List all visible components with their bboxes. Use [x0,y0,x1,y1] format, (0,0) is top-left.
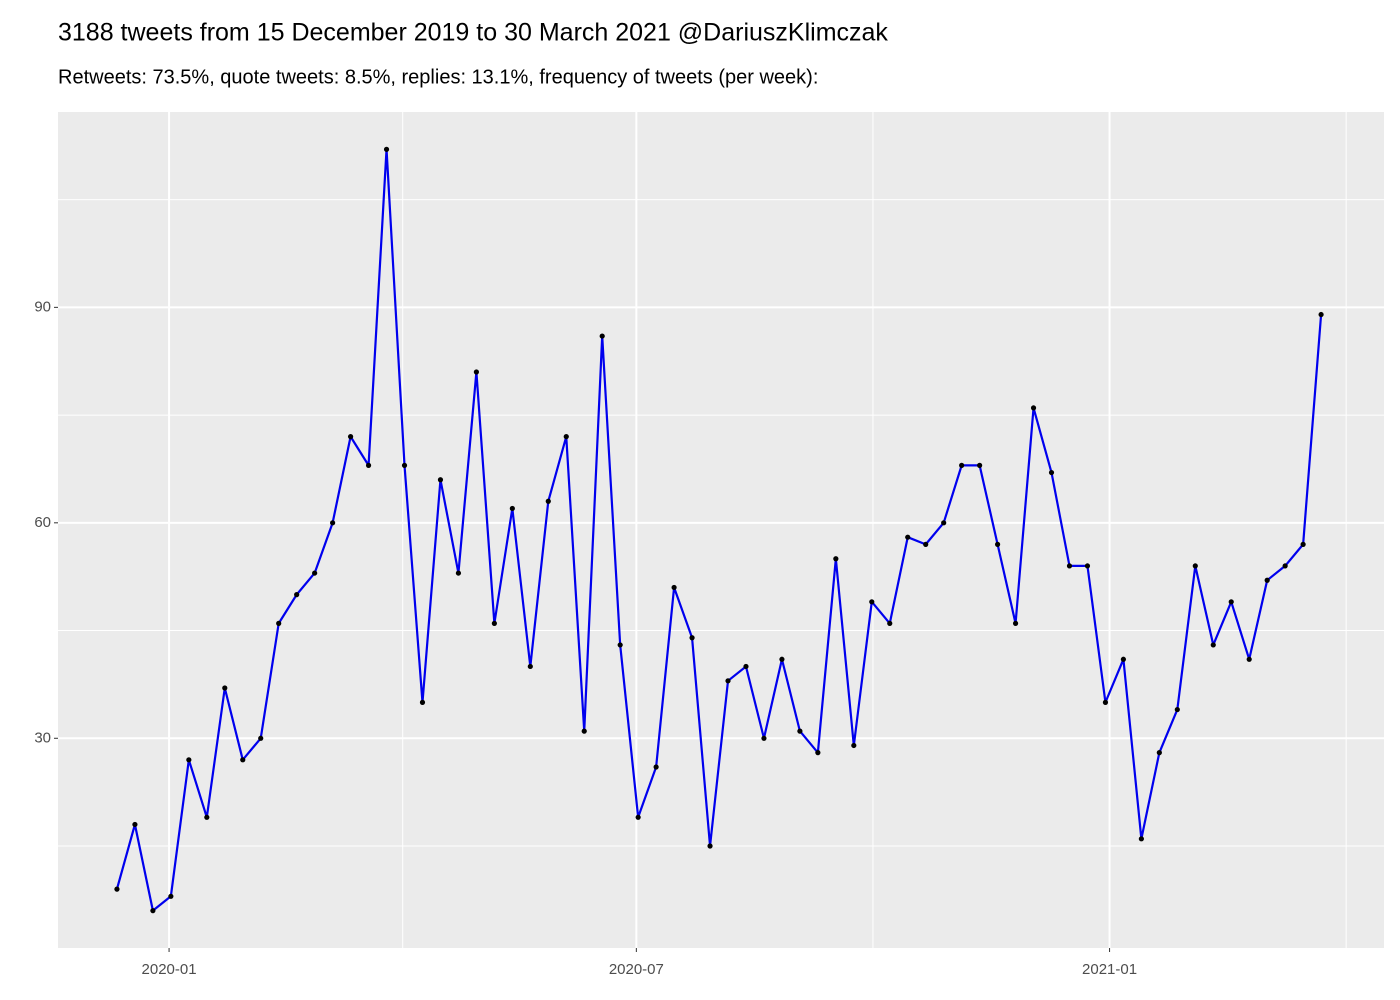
point [671,584,677,591]
point [1264,577,1270,583]
point [959,462,965,468]
point [617,642,623,648]
x-tick-label: 2020-07 [609,961,664,978]
point [1138,836,1144,842]
point [599,333,605,339]
chart-subtitle: Retweets: 73.5%, quote tweets: 8.5%, rep… [58,66,818,88]
point [437,477,444,483]
point [994,541,1001,547]
point [1030,405,1037,411]
point [707,843,713,849]
point [347,434,354,440]
plot-panel [58,112,1384,948]
point [1012,620,1019,626]
point [150,908,156,914]
point [276,620,282,626]
point [204,814,210,820]
x-tick-label: 2021-01 [1082,961,1137,978]
point [869,599,875,605]
point [815,750,821,756]
point [887,620,893,626]
point [905,534,911,540]
point [222,685,228,691]
point [743,663,749,670]
point [168,893,174,899]
point [779,656,785,662]
point [294,592,300,598]
y-tick-label: 90 [34,298,51,315]
point [1192,563,1198,569]
point [401,462,408,468]
point [941,520,947,526]
x-tick-label: 2020-01 [142,961,197,978]
point [1174,706,1180,713]
point [527,663,533,670]
point [1300,541,1306,547]
point [1246,656,1252,662]
point [923,541,929,547]
point [491,620,497,626]
line [115,148,1323,912]
point [1048,469,1055,476]
point [1156,750,1162,756]
point [509,505,515,512]
point [1102,699,1109,705]
point [581,728,587,734]
point [545,498,551,504]
point [1120,656,1127,662]
point [689,635,695,641]
point [1084,563,1091,569]
point [797,728,803,734]
y-tick-label: 30 [34,729,51,746]
point [1282,563,1288,569]
point [1210,642,1216,648]
point [132,821,138,828]
point [1318,311,1324,318]
point [761,735,767,741]
point [635,814,641,820]
chart-title: 3188 tweets from 15 December 2019 to 30 … [58,19,888,47]
point [1228,599,1234,605]
point [1066,563,1073,569]
point [725,678,731,684]
point [186,757,192,763]
point [330,520,336,526]
point [312,570,318,576]
point [977,462,983,468]
point [653,764,659,770]
point [240,757,246,763]
point [258,735,264,741]
point [365,462,372,468]
y-tick-label: 60 [34,514,51,531]
point [563,434,569,440]
point [383,146,390,152]
point [419,699,426,705]
point [473,369,479,375]
point [851,742,857,749]
point [833,556,839,562]
point [455,570,462,576]
point [114,886,120,892]
